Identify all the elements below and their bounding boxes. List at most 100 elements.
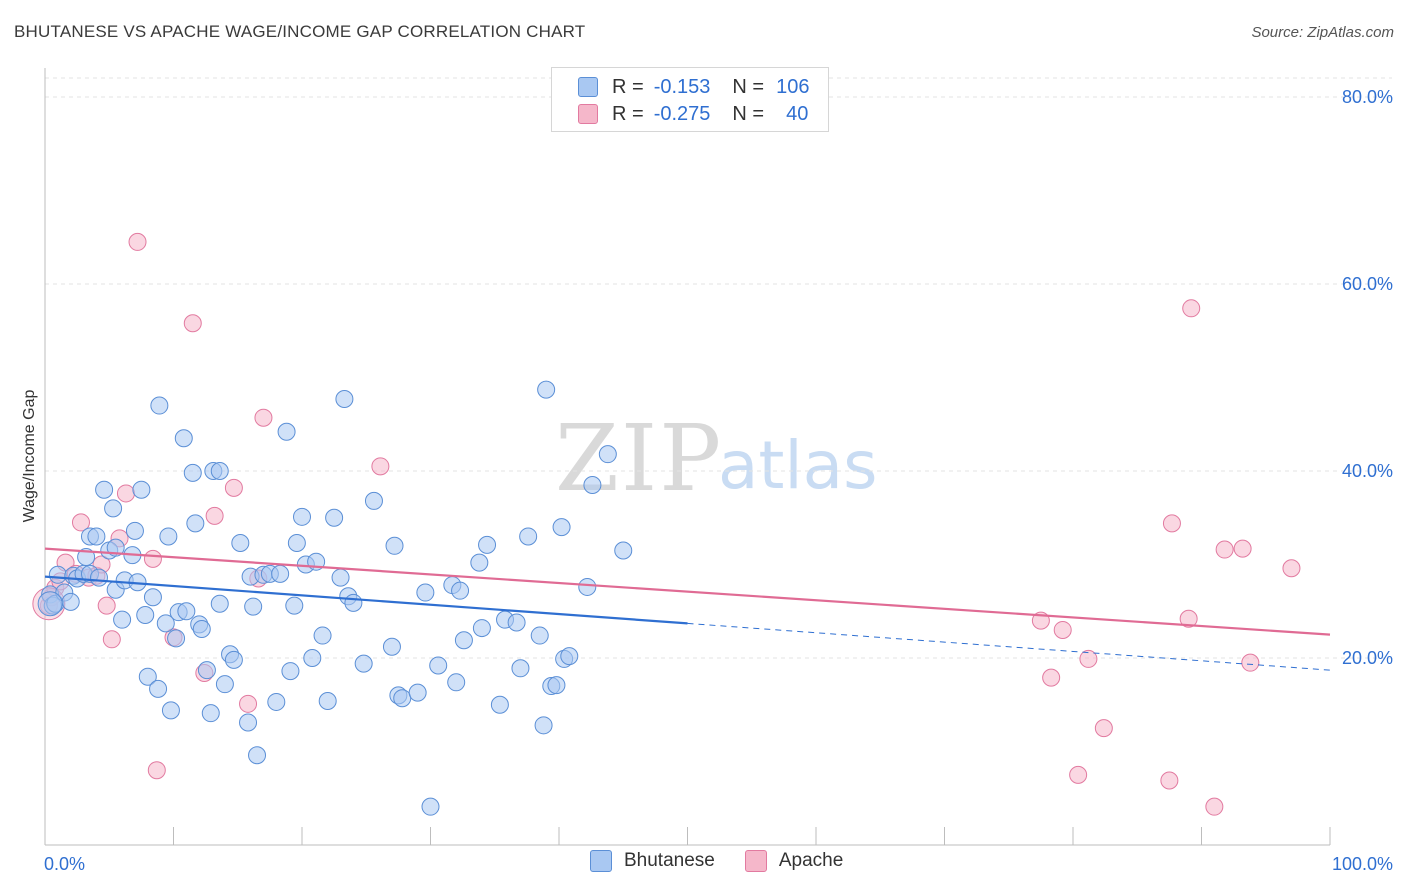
bhutanese-point [421, 797, 440, 816]
bhutanese-trendline [44, 575, 688, 625]
bhutanese-point [267, 692, 286, 711]
y-tick-label: 20.0% [1342, 648, 1393, 668]
bhutanese-point [167, 629, 186, 648]
series-legend: Bhutanese Apache [590, 850, 873, 872]
bhutanese-point [393, 689, 412, 708]
bhutanese-point [385, 536, 404, 555]
apache-point [143, 549, 162, 568]
apache-trendline [44, 547, 1331, 636]
bhutanese-point [125, 521, 144, 540]
bhutanese-point [490, 695, 509, 714]
bhutanese-point [61, 592, 80, 611]
bhutanese-point [408, 683, 427, 702]
apache-point [254, 408, 273, 427]
legend-r-value: -0.275 [653, 102, 711, 125]
bhutanese-point [156, 614, 175, 633]
bhutanese-point [547, 676, 566, 695]
legend-r-label: R = [612, 75, 644, 98]
y-tick-label: 80.0% [1342, 87, 1393, 107]
bhutanese-point [447, 673, 466, 692]
bhutanese-point [77, 548, 96, 567]
bhutanese-point [382, 637, 401, 656]
bhutanese-point [281, 662, 300, 681]
legend-row-bhutanese: R = -0.153 N = 106 [578, 74, 809, 100]
bhutanese-point [210, 594, 229, 613]
bhutanese-point [87, 527, 106, 546]
x-tick-label: 100.0% [1332, 854, 1393, 874]
bhutanese-point [331, 568, 350, 587]
apache-point [1069, 765, 1088, 784]
apache-point [1241, 653, 1260, 672]
bhutanese-point [186, 514, 205, 533]
bhutanese-point [150, 396, 169, 415]
bhutanese-point [552, 518, 571, 537]
apache-point [1179, 609, 1198, 628]
apache-point [128, 232, 147, 251]
legend-row-apache: R = -0.275 N = 40 [578, 101, 808, 127]
bhutanese-point [177, 602, 196, 621]
stats-legend: R = -0.153 N = 106 R = -0.275 N = 40 [551, 67, 829, 132]
series-swatch-bhutanese [590, 850, 612, 872]
bhutanese-point [174, 429, 193, 448]
bhutanese-point [244, 597, 263, 616]
bhutanese-point [89, 568, 108, 587]
apache-point [371, 457, 390, 476]
apache-point [97, 596, 116, 615]
bhutanese-point [364, 491, 383, 510]
bhutanese-point [519, 527, 538, 546]
apache-point [1079, 649, 1098, 668]
apache-point [183, 314, 202, 333]
bhutanese-point [285, 596, 304, 615]
bhutanese-point [478, 535, 497, 554]
bhutanese-point [313, 626, 332, 645]
bhutanese-point [537, 380, 556, 399]
bhutanese-point [104, 499, 123, 518]
apache-point [1282, 559, 1301, 578]
bhutanese-point [215, 675, 234, 694]
bhutanese-point [454, 631, 473, 650]
apache-point [205, 506, 224, 525]
bhutanese-point [511, 659, 530, 678]
bhutanese-point [344, 593, 363, 612]
legend-swatch-bhutanese [578, 77, 598, 97]
series-swatch-apache [744, 850, 767, 872]
bhutanese-point [578, 577, 597, 596]
bhutanese-point [325, 508, 344, 527]
bhutanese-point [159, 527, 178, 546]
bhutanese-point [138, 667, 157, 686]
bhutanese-point [143, 588, 162, 607]
bhutanese-point [149, 679, 168, 698]
bhutanese-point [530, 626, 549, 645]
series-label-apache: Apache [778, 850, 844, 871]
bhutanese-point [192, 620, 211, 639]
legend-swatch-apache [578, 104, 598, 124]
bhutanese-point [451, 581, 470, 600]
apache-point [224, 478, 243, 497]
apache-point [1094, 719, 1113, 738]
y-axis-label: Wage/Income Gap [21, 390, 38, 523]
legend-r-label: R = [612, 102, 644, 125]
bhutanese-point [287, 533, 306, 552]
y-tick-label: 60.0% [1342, 274, 1393, 294]
bhutanese-point [224, 650, 243, 669]
chart-title: BHUTANESE VS APACHE WAGE/INCOME GAP CORR… [14, 22, 586, 41]
apache-point [1162, 514, 1181, 533]
apache-point [1053, 620, 1072, 639]
series-legend-bhutanese: Bhutanese [590, 850, 715, 872]
apache-point [147, 761, 166, 780]
bhutanese-point [583, 476, 602, 495]
bhutanese-point [248, 746, 267, 765]
legend-n-label: N = [732, 102, 765, 125]
bhutanese-point [197, 661, 216, 680]
series-label-bhutanese: Bhutanese [624, 850, 715, 871]
bhutanese-point [271, 564, 290, 583]
bhutanese-point [534, 716, 553, 735]
apache-point [239, 694, 258, 713]
bhutanese-point [183, 463, 202, 482]
y-tick-label: 40.0% [1342, 461, 1393, 481]
bhutanese-point [231, 533, 250, 552]
bhutanese-point [277, 422, 296, 441]
apache-point [1233, 539, 1252, 558]
legend-r-value: -0.153 [653, 75, 711, 98]
